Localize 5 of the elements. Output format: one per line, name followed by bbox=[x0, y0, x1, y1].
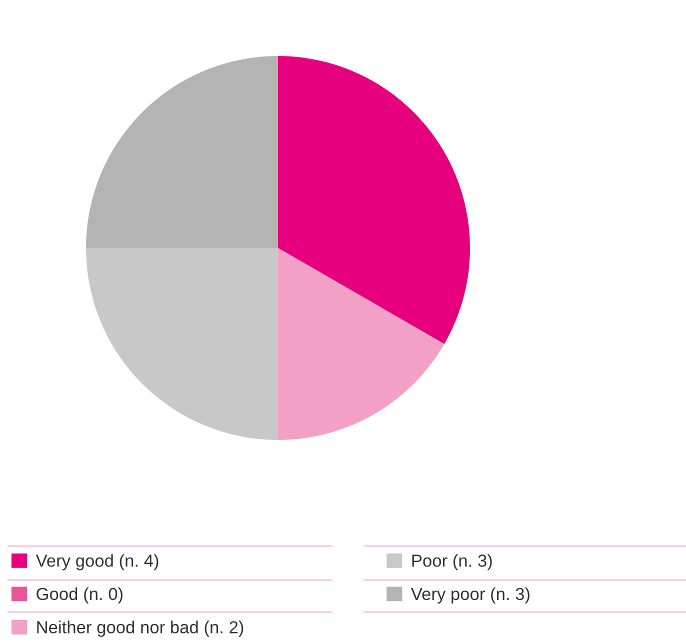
legend-label: Very poor (n. 3) bbox=[410, 587, 530, 604]
legend-label: Poor (n. 3) bbox=[412, 554, 492, 570]
legend-label: Very good (n. 4) bbox=[36, 554, 158, 570]
legend-label: Good (n. 0) bbox=[36, 587, 123, 604]
legend-label: Neither good nor bad (n. 2) bbox=[37, 620, 244, 637]
